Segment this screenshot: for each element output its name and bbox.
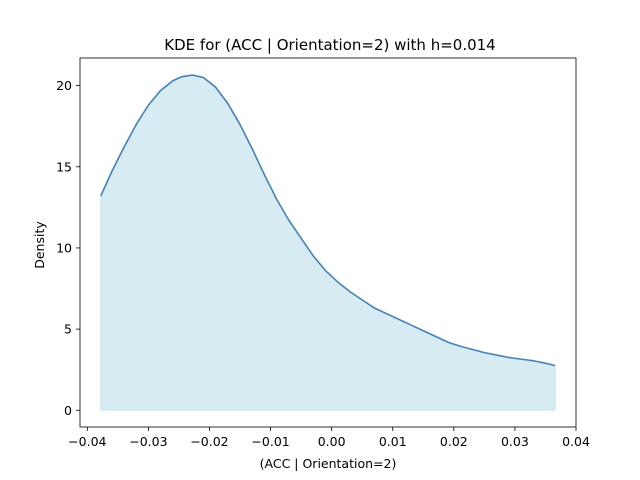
x-tick-label: 0.04 bbox=[562, 434, 590, 449]
x-axis: −0.04 −0.03 −0.02 −0.01 0.00 0.01 0.02 0.03 0.04 bbox=[68, 427, 590, 449]
y-tick-label: 0 bbox=[64, 403, 72, 418]
x-tick-label: −0.04 bbox=[68, 434, 106, 449]
y-tick-label: 5 bbox=[64, 322, 72, 337]
density-curve-line bbox=[100, 74, 556, 367]
chart-title: KDE for (ACC | Orientation=2) with h=0.0… bbox=[164, 36, 495, 54]
x-tick-label: −0.02 bbox=[190, 434, 228, 449]
plot-area bbox=[100, 74, 556, 411]
y-axis-label: Density bbox=[32, 221, 47, 269]
x-tick-label: 0.02 bbox=[440, 434, 468, 449]
x-tick-label: 0.03 bbox=[501, 434, 529, 449]
x-tick-label: −0.01 bbox=[251, 434, 289, 449]
y-axis: 0 5 10 15 20 bbox=[56, 78, 80, 418]
y-tick-label: 10 bbox=[56, 240, 72, 255]
x-tick-label: 0.01 bbox=[379, 434, 407, 449]
y-tick-label: 15 bbox=[56, 159, 72, 174]
y-tick-label: 20 bbox=[56, 78, 72, 93]
x-tick-label: −0.03 bbox=[129, 434, 167, 449]
x-axis-label: (ACC | Orientation=2) bbox=[260, 456, 397, 471]
plot-frame bbox=[79, 57, 577, 428]
x-tick-label: 0.00 bbox=[318, 434, 346, 449]
